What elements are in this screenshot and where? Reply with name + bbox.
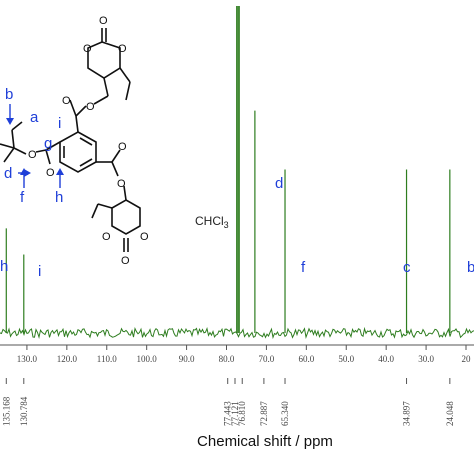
assign-label-b-spectrum: b	[467, 259, 474, 276]
bottom-ring-oxygen-left: O	[102, 231, 111, 243]
arrow-h-head	[56, 168, 64, 175]
x-tick-label-50: 50.0	[338, 354, 354, 364]
x-tick-label-80: 80.0	[219, 354, 235, 364]
solvent-label-main: CHCl	[195, 214, 224, 228]
x-tick-label-120: 120.0	[57, 354, 78, 364]
spectrum-baseline-trace	[0, 326, 474, 340]
assign-label-f-spectrum: f	[301, 259, 306, 276]
peak-label-65.340: 65.340	[280, 401, 290, 426]
x-tick-label-130: 130.0	[17, 354, 38, 364]
left-ester-oxygen: O	[28, 149, 37, 161]
peak-label-77.443: 77.443	[223, 401, 233, 426]
benzene-ring	[59, 131, 97, 173]
peak-label-76.810: 76.810	[237, 401, 247, 426]
x-axis-ticks: 140130.0120.0110.0100.090.080.070.060.05…	[17, 345, 472, 364]
benzene-inner-1	[79, 137, 93, 146]
left-ester-o-bond	[35, 149, 47, 153]
bottom-ring-oxygen-right: O	[140, 231, 149, 243]
top-ester-c	[75, 105, 87, 117]
top-ester-to-ring	[75, 115, 79, 133]
peak-label-130.784: 130.784	[19, 396, 29, 426]
left-ethyl-2	[11, 121, 23, 131]
structure-label-h: h	[55, 189, 63, 206]
left-ester-carbonyl-oxygen: O	[46, 167, 55, 179]
structure-label-i: i	[58, 115, 61, 132]
left-ring-1	[0, 143, 15, 149]
x-tick-label-30: 30.0	[418, 354, 434, 364]
left-ethyl-1	[11, 129, 15, 149]
right-carbonyl	[111, 149, 121, 163]
assign-label-c-spectrum: c	[403, 259, 411, 276]
solvent-label: CHCl3	[195, 214, 229, 230]
bottom-carbonyl-oxygen: O	[121, 255, 130, 267]
bottom-ethyl-1	[97, 203, 113, 209]
top-ester-oxygen: O	[86, 101, 95, 113]
top-ester-carbonyl-oxygen: O	[62, 95, 71, 107]
arrow-b-head	[6, 118, 14, 125]
peak-label-135.168: 135.168	[1, 396, 11, 426]
structure-label-b: b	[5, 86, 13, 103]
top-ethyl-2	[125, 81, 131, 101]
x-tick-label-20: 20	[462, 354, 472, 364]
assign-label-d-spectrum: d	[275, 175, 283, 192]
structure-label-d: d	[4, 165, 12, 182]
top-ch2-1	[103, 77, 109, 97]
assign-label-i-spectrum: i	[38, 263, 41, 280]
peak-label-77.121: 77.121	[230, 401, 240, 426]
top-ethyl-1	[119, 67, 131, 83]
left-ester-c	[45, 141, 61, 151]
structure-label-a: a	[30, 109, 39, 126]
top-carbonyl-oxygen: O	[99, 15, 108, 27]
top-carbonyl-up	[69, 99, 77, 117]
x-tick-label-100: 100.0	[137, 354, 158, 364]
left-ch2	[13, 147, 27, 155]
peak-label-72.887: 72.887	[259, 401, 269, 426]
top-carbonate-ring	[87, 41, 121, 79]
right-carbonyl-oxygen: O	[118, 141, 127, 153]
right-ester-oxygen: O	[117, 178, 126, 190]
x-tick-label-90: 90.0	[179, 354, 195, 364]
peak-label-34.897: 34.897	[402, 401, 412, 426]
molecular-structure: O O O O O O O O O O O	[0, 15, 149, 267]
x-tick-label-110: 110.0	[97, 354, 117, 364]
structure-label-g: g	[44, 135, 52, 152]
structure-label-f: f	[20, 189, 25, 206]
peak-label-24.048: 24.048	[445, 401, 455, 426]
top-ring-oxygen-right: O	[118, 43, 127, 55]
x-tick-label-40: 40.0	[378, 354, 394, 364]
solvent-label-subscript: 3	[224, 220, 229, 230]
bottom-ethyl-2	[91, 203, 99, 219]
x-axis-title: Chemical shift / ppm	[197, 433, 333, 450]
right-ch2	[123, 185, 127, 201]
top-ch2-2	[93, 95, 109, 105]
bottom-carbonate-ring	[111, 199, 141, 235]
top-ring-oxygen-left: O	[83, 43, 92, 55]
arrow-f-head	[20, 168, 28, 175]
x-tick-label-70: 70.0	[259, 354, 275, 364]
left-ring-2	[3, 147, 15, 163]
benzene-inner-2	[79, 158, 93, 167]
assign-label-h-spectrum: h	[0, 258, 8, 275]
right-ester-o-bond	[111, 161, 119, 177]
spectrum-peaks	[5, 6, 451, 333]
x-tick-label-60: 60.0	[298, 354, 314, 364]
left-carbonyl	[45, 149, 51, 165]
